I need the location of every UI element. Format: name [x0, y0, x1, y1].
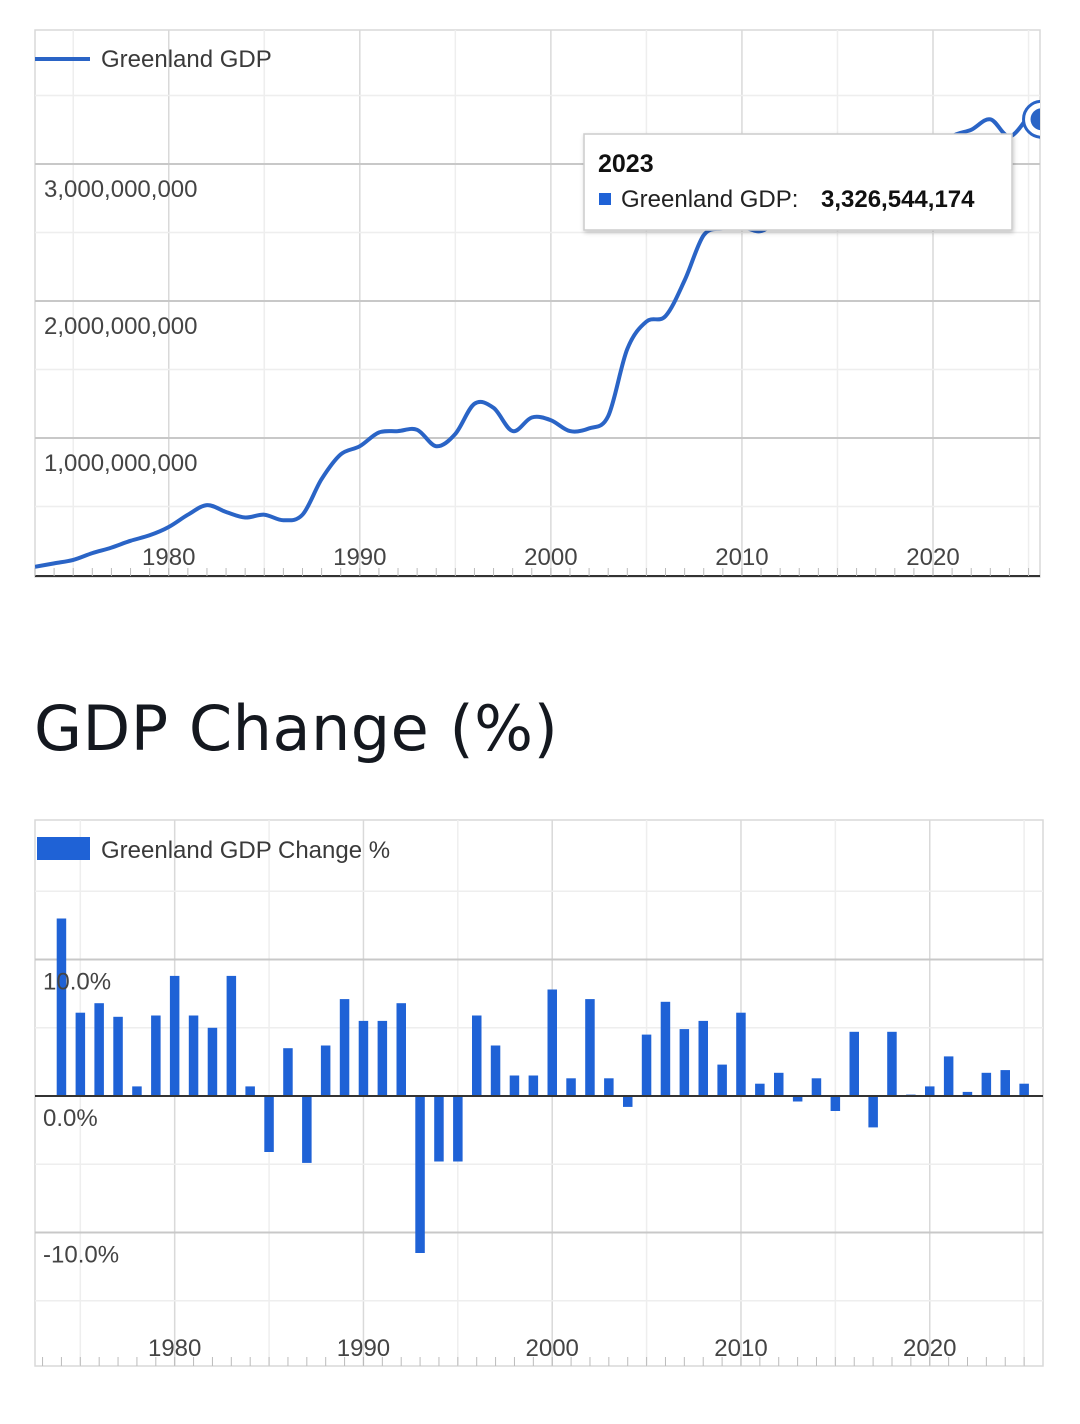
- plot-frame: [34, 29, 1041, 578]
- change-bar: [490, 1045, 501, 1096]
- y-tick-label: 10.0%: [43, 969, 111, 996]
- change-bar: [547, 989, 557, 1096]
- change-bar: [472, 1015, 482, 1096]
- x-tick-label: 1980: [148, 1335, 201, 1362]
- x-tick-label: 1990: [333, 544, 386, 571]
- change-bar: [396, 1003, 406, 1096]
- change-bar: [207, 1027, 218, 1097]
- change-bar: [660, 1001, 671, 1096]
- highlight-ring: [1022, 99, 1040, 139]
- change-bar: [264, 1096, 274, 1152]
- plot-frame: [34, 819, 1044, 1367]
- change-bar: [830, 1096, 841, 1111]
- y-tick-label: -10.0%: [43, 1242, 119, 1269]
- change-bar: [792, 1096, 803, 1102]
- change-bar: [377, 1020, 388, 1096]
- legend-swatch: [37, 837, 90, 860]
- x-tick-label: 2020: [906, 544, 959, 571]
- tooltip-year: 2023: [598, 150, 654, 178]
- change-bar: [717, 1064, 727, 1096]
- legend-label: Greenland GDP Change %: [101, 837, 390, 864]
- change-bar: [245, 1086, 255, 1096]
- change-bar: [868, 1096, 878, 1128]
- highlight-dot: [1030, 108, 1040, 131]
- tooltip-swatch: [599, 193, 611, 205]
- change-bar: [169, 975, 180, 1096]
- tooltip-series-label: Greenland GDP:: [621, 186, 798, 213]
- change-bar: [509, 1075, 520, 1096]
- change-bar: [75, 1012, 86, 1096]
- change-bar: [528, 1075, 539, 1096]
- change-bar: [566, 1078, 576, 1096]
- tooltip: 2023 Greenland GDP: 3,326,544,174: [583, 133, 1013, 231]
- change-bar: [94, 1003, 104, 1096]
- change-bar: [283, 1048, 293, 1096]
- change-bar: [811, 1078, 822, 1096]
- change-bar: [962, 1091, 973, 1096]
- change-bar: [358, 1020, 369, 1096]
- x-tick-label: 2010: [714, 1335, 767, 1362]
- change-bar: [113, 1016, 123, 1096]
- x-tick-label: 2010: [715, 544, 768, 571]
- x-tick-label: 1990: [337, 1335, 390, 1362]
- highlight-marker: [1022, 99, 1040, 139]
- change-bar: [887, 1031, 897, 1096]
- section-title: GDP Change (%): [34, 692, 559, 765]
- change-bar: [641, 1034, 652, 1096]
- change-bar: [132, 1086, 142, 1096]
- change-bar: [339, 999, 350, 1096]
- change-bar: [585, 999, 595, 1096]
- change-bar: [56, 918, 67, 1096]
- x-tick-label: 1980: [142, 544, 195, 571]
- change-bar: [774, 1072, 784, 1096]
- change-bar: [679, 1029, 690, 1096]
- change-bar: [1019, 1083, 1029, 1096]
- change-bar: [453, 1096, 463, 1162]
- x-tick-label: 2020: [903, 1335, 956, 1362]
- y-tick-label: 0.0%: [43, 1105, 98, 1132]
- x-tick-label: 2000: [526, 1335, 579, 1362]
- change-bar: [226, 975, 237, 1096]
- change-bar: [925, 1086, 935, 1096]
- change-bar: [415, 1096, 425, 1253]
- change-bar: [302, 1096, 312, 1163]
- change-bar: [434, 1096, 444, 1162]
- change-bar: [623, 1096, 633, 1107]
- change-bar: [188, 1015, 199, 1096]
- change-bar: [849, 1031, 859, 1096]
- change-bar: [755, 1083, 765, 1096]
- change-bar: [604, 1078, 614, 1096]
- change-bar: [981, 1072, 992, 1096]
- y-tick-label: 3,000,000,000: [44, 176, 197, 203]
- change-bar: [320, 1045, 331, 1096]
- change-bar: [943, 1056, 954, 1096]
- gdp-line-chart: 1,000,000,000 2,000,000,000 3,000,000,000 1…: [34, 29, 1041, 578]
- y-tick-label: 1,000,000,000: [44, 450, 197, 477]
- gdp-change-bar-chart: -10.0% 0.0% 10.0% 1980 1990 2000 2010 2020 Green…: [34, 819, 1044, 1367]
- x-tick-label: 2000: [524, 544, 577, 571]
- y-tick-label: 2,000,000,000: [44, 313, 197, 340]
- change-bar: [1000, 1070, 1010, 1096]
- tooltip-box: [583, 133, 1013, 231]
- change-bar: [736, 1012, 746, 1096]
- tooltip-value: 3,326,544,174: [821, 186, 975, 213]
- legend-label: Greenland GDP: [101, 46, 272, 73]
- change-bar: [698, 1020, 708, 1096]
- change-bar: [151, 1015, 161, 1096]
